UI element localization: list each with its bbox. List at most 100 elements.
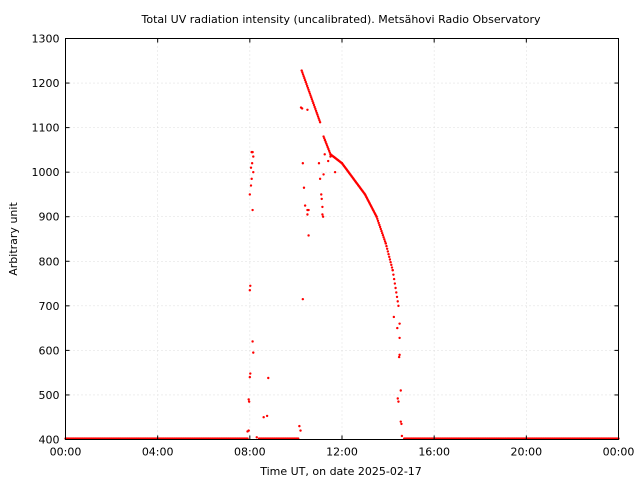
data-point	[304, 80, 307, 84]
data-point	[378, 223, 381, 227]
data-point	[384, 242, 387, 245]
data-point	[300, 107, 304, 110]
data-point	[318, 177, 322, 181]
data-point	[265, 414, 269, 418]
data-point	[318, 119, 321, 122]
data-point	[250, 162, 254, 165]
data-point	[318, 121, 322, 124]
x-tick-label: 12:00	[326, 446, 358, 459]
data-point	[247, 429, 250, 432]
y-tick-label: 800	[39, 255, 60, 268]
axis-ticks: 00:00 04:00 08:00 12:00 16:00 20:00 00:0040050…	[32, 33, 635, 459]
y-axis-label: Arbitrary unit	[7, 202, 20, 276]
y-tick-label: 1200	[32, 77, 60, 90]
y-tick-label: 1300	[32, 33, 60, 46]
data-point	[392, 315, 396, 319]
data-point	[316, 113, 319, 116]
data-point	[308, 92, 312, 95]
data-point	[376, 217, 379, 220]
data-point	[320, 193, 323, 196]
data-point	[381, 234, 385, 237]
gridlines	[65, 38, 619, 440]
data-point	[249, 166, 253, 169]
data-point	[333, 170, 337, 174]
data-point	[389, 260, 392, 264]
data-point	[267, 376, 270, 380]
data-point	[251, 340, 254, 343]
data-point	[312, 101, 315, 105]
y-tick-label: 1100	[32, 122, 60, 135]
data-point	[396, 326, 399, 330]
data-point	[249, 372, 252, 375]
data-point	[399, 389, 402, 392]
data-point	[310, 96, 313, 99]
data-point	[385, 247, 389, 250]
data-point	[391, 268, 394, 272]
data-point	[251, 208, 254, 212]
data-point	[250, 177, 253, 181]
data-point	[395, 295, 399, 299]
data-point	[298, 424, 301, 428]
data-point	[393, 282, 397, 285]
y-tick-label: 400	[39, 434, 60, 447]
data-point	[307, 234, 310, 237]
data-point	[323, 153, 326, 156]
data-point	[255, 436, 258, 439]
data-point	[310, 98, 314, 101]
data-point	[317, 117, 320, 120]
data-point	[379, 227, 383, 231]
data-point	[307, 90, 311, 93]
data-point	[301, 73, 305, 76]
data-point	[300, 69, 303, 72]
data-point	[375, 215, 378, 218]
data-point	[311, 100, 314, 103]
data-point	[252, 170, 255, 174]
data-point	[396, 300, 399, 303]
data-point	[301, 71, 304, 74]
data-point	[397, 355, 401, 359]
y-tick-label: 900	[39, 211, 60, 224]
data-point	[302, 186, 306, 189]
data-point	[315, 111, 318, 114]
data-point	[397, 304, 400, 308]
x-tick-label: 16:00	[418, 446, 450, 459]
y-tick-label: 700	[39, 300, 60, 313]
data-point	[390, 263, 393, 267]
data-point	[392, 277, 396, 281]
data-point	[376, 219, 380, 223]
data-point	[399, 420, 402, 423]
data-point	[248, 375, 252, 379]
data-point	[252, 351, 255, 354]
data-point	[398, 336, 401, 340]
data-point	[312, 103, 316, 107]
data-point	[395, 291, 398, 294]
data-point	[305, 82, 308, 86]
data-point	[321, 215, 325, 218]
data-point	[383, 238, 386, 241]
data-point	[306, 213, 309, 216]
y-tick-label: 500	[39, 389, 60, 402]
data-point	[385, 244, 388, 248]
data-point	[307, 88, 310, 91]
data-point	[398, 322, 401, 325]
chart-title: Total UV radiation intensity (uncalibrat…	[141, 13, 541, 26]
data-point	[305, 84, 309, 88]
data-point	[306, 108, 309, 111]
data-point	[314, 109, 318, 112]
data-point	[248, 289, 252, 292]
data-point	[309, 94, 312, 97]
data-point	[377, 221, 380, 225]
x-tick-label: 08:00	[234, 446, 266, 459]
data-point	[390, 266, 394, 269]
x-tick-label: 00:00	[603, 446, 635, 459]
data-point	[247, 398, 250, 401]
data-point	[249, 284, 252, 287]
data-point	[400, 434, 404, 438]
data-point	[329, 155, 332, 158]
data-point	[397, 400, 400, 403]
data-point	[303, 77, 306, 80]
data-point	[301, 297, 305, 301]
data-point	[381, 231, 384, 235]
data-point	[306, 86, 310, 90]
